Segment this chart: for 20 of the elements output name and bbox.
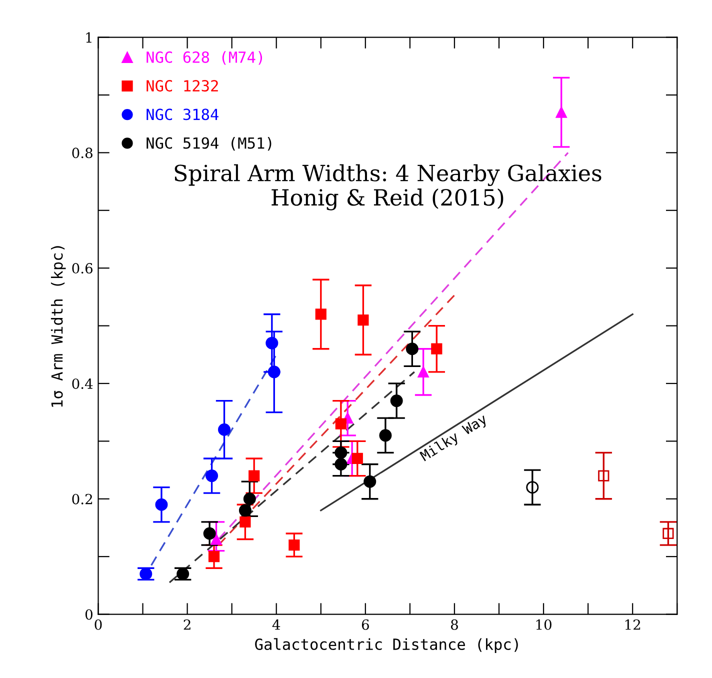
text: Spiral Arm Widths: 4 Nearby Galaxies Honig & Reid (2015) bbox=[174, 164, 602, 210]
x-tick-label: 6 bbox=[362, 619, 369, 630]
y-tick-label: 0 bbox=[85, 609, 92, 620]
x-tick-label: 8 bbox=[450, 619, 458, 630]
y-tick-label: 0.8 bbox=[72, 148, 92, 158]
legend-label: NGC 628 (M74) bbox=[146, 51, 262, 65]
y-tick-label: 0.6 bbox=[72, 263, 93, 274]
x-tick-label: 4 bbox=[272, 619, 280, 630]
x-tick-label: 12 bbox=[625, 619, 640, 630]
x-tick-label: 10 bbox=[536, 619, 552, 630]
y-tick-label: 0.2 bbox=[72, 494, 92, 504]
x-tick-label: 0 bbox=[94, 619, 102, 630]
y-tick-label: 0.4 bbox=[72, 378, 93, 389]
legend-label: NGC 5194 (M51) bbox=[146, 136, 272, 151]
x-axis-title: Galactocentric Distance (kpc) bbox=[255, 638, 518, 653]
legend-label: NGC 3184 bbox=[146, 108, 218, 120]
legend-label: NGC 1232 bbox=[146, 80, 218, 92]
x-tick-label: 2 bbox=[184, 619, 190, 630]
y-axis-title: 1σ Arm Width (kpc) bbox=[50, 246, 66, 407]
y-tick-label: 1 bbox=[86, 32, 92, 43]
